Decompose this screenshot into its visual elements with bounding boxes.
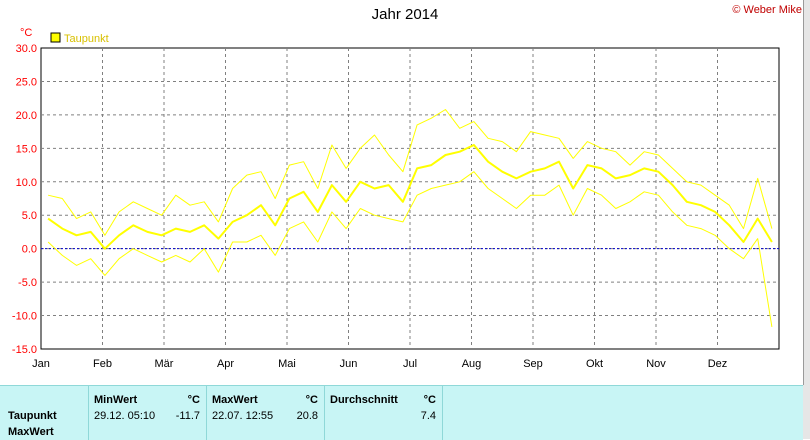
average-value: 7.4: [420, 410, 436, 422]
y-tick-label: 25.0: [16, 76, 37, 88]
y-tick-label: -5.0: [18, 277, 37, 289]
column-divider: [88, 386, 89, 440]
min-unit: °C: [187, 394, 200, 406]
chart-area: 30.0 25.0 20.0 15.0 10.0 5.0 0.0 -5.0 -10.0 -15.0…: [12, 4, 802, 370]
min-column: MinWert °C 29.12. 05:10 -11.7: [88, 386, 206, 440]
series-line: [47, 144, 773, 250]
min-title: MinWert: [94, 394, 138, 406]
y-tick-label: 20.0: [16, 110, 37, 122]
y-tick-label: 30.0: [16, 43, 37, 55]
x-tick-label: Mär: [155, 358, 174, 370]
average-unit: °C: [423, 394, 436, 406]
y-tick-label: -15.0: [12, 344, 37, 356]
x-tick-label: Jun: [340, 358, 358, 370]
max-title: MaxWert: [212, 394, 258, 406]
legend-swatch: [50, 32, 61, 43]
copyright-label: © Weber Mike: [732, 4, 802, 16]
y-tick-label: 5.0: [22, 210, 37, 222]
y-tick-label: 10.0: [16, 177, 37, 189]
x-tick-label: Nov: [646, 358, 666, 370]
x-tick-label: Apr: [217, 358, 234, 370]
row-label-maxwert: MaxWert: [8, 426, 54, 438]
max-column: MaxWert °C 22.07. 12:55 20.8: [206, 386, 324, 440]
x-tick-label: Feb: [93, 358, 112, 370]
chart-title: Jahr 2014: [371, 6, 439, 23]
max-unit: °C: [305, 394, 318, 406]
x-tick-label: Jul: [403, 358, 417, 370]
x-tick-label: Jan: [32, 358, 50, 370]
y-axis-unit: °C: [20, 27, 32, 39]
y-tick-label: -10.0: [12, 311, 37, 323]
column-divider: [442, 386, 443, 440]
statistics-panel: Taupunkt MaxWert MinWert °C 29.12. 05:10…: [0, 385, 803, 440]
x-tick-label: Aug: [462, 358, 482, 370]
series-line: [47, 109, 773, 236]
y-tick-label: 0.0: [22, 244, 37, 256]
x-tick-label: Mai: [278, 358, 296, 370]
column-divider: [206, 386, 207, 440]
max-value: 20.8: [296, 410, 318, 422]
max-datetime: 22.07. 12:55: [212, 410, 274, 422]
min-value: -11.7: [175, 410, 200, 422]
x-tick-label: Dez: [708, 358, 728, 370]
line-chart: 30.0 25.0 20.0 15.0 10.0 5.0 0.0 -5.0 -10.0 -15.0…: [12, 27, 780, 370]
legend-label: Taupunkt: [64, 33, 109, 45]
y-tick-label: 15.0: [16, 143, 37, 155]
x-tick-label: Okt: [586, 358, 603, 370]
average-title: Durchschnitt: [330, 394, 398, 406]
min-datetime: 29.12. 05:10: [94, 410, 156, 422]
column-divider: [324, 386, 325, 440]
average-column: Durchschnitt °C 7.4: [324, 386, 442, 440]
series-line: [47, 171, 773, 327]
row-label-taupunkt: Taupunkt: [8, 410, 57, 422]
footer-strip: [803, 385, 810, 439]
scrollbar-strip[interactable]: [803, 0, 810, 385]
x-tick-label: Sep: [523, 358, 543, 370]
